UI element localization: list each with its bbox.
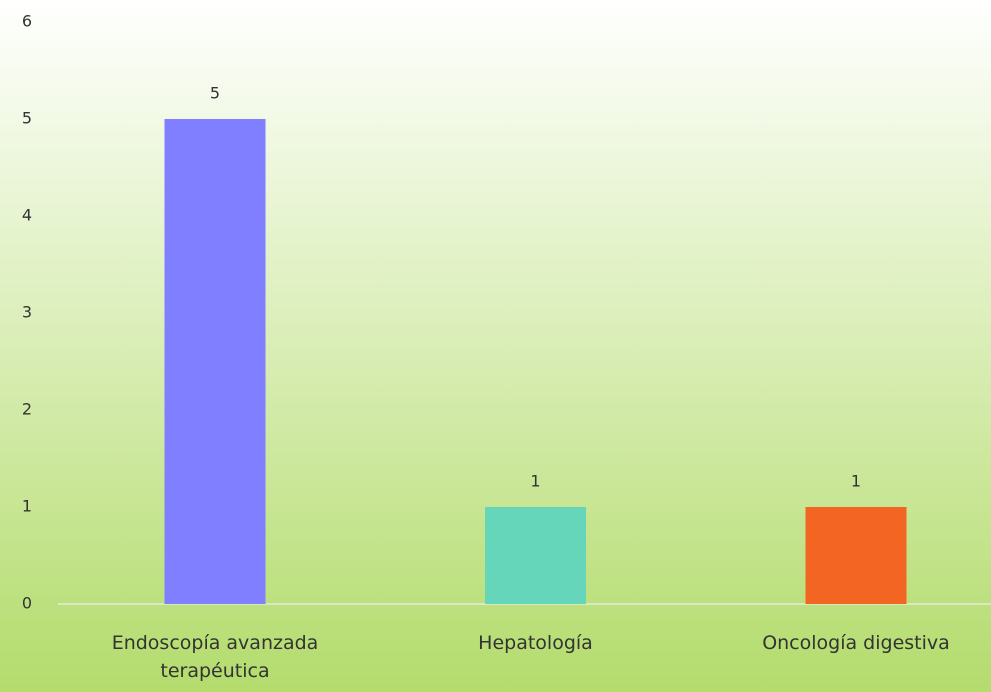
y-tick-label: 6 <box>22 12 32 31</box>
x-tick-label: Oncología digestiva <box>762 632 950 654</box>
bar <box>485 507 586 604</box>
data-label: 1 <box>530 472 540 491</box>
y-tick-label: 4 <box>22 206 32 225</box>
y-tick-label: 5 <box>22 109 32 128</box>
x-tick-label: Endoscopía avanzada terapéutica <box>112 632 319 682</box>
bar <box>805 507 907 604</box>
x-tick-label: Hepatología <box>478 632 593 654</box>
y-tick-label: 1 <box>22 497 32 516</box>
bar <box>164 119 266 604</box>
y-tick-label: 2 <box>22 400 32 419</box>
data-label: 5 <box>210 84 220 103</box>
y-tick-label: 3 <box>22 303 32 322</box>
data-label: 1 <box>851 472 861 491</box>
y-tick-label: 0 <box>22 594 32 613</box>
